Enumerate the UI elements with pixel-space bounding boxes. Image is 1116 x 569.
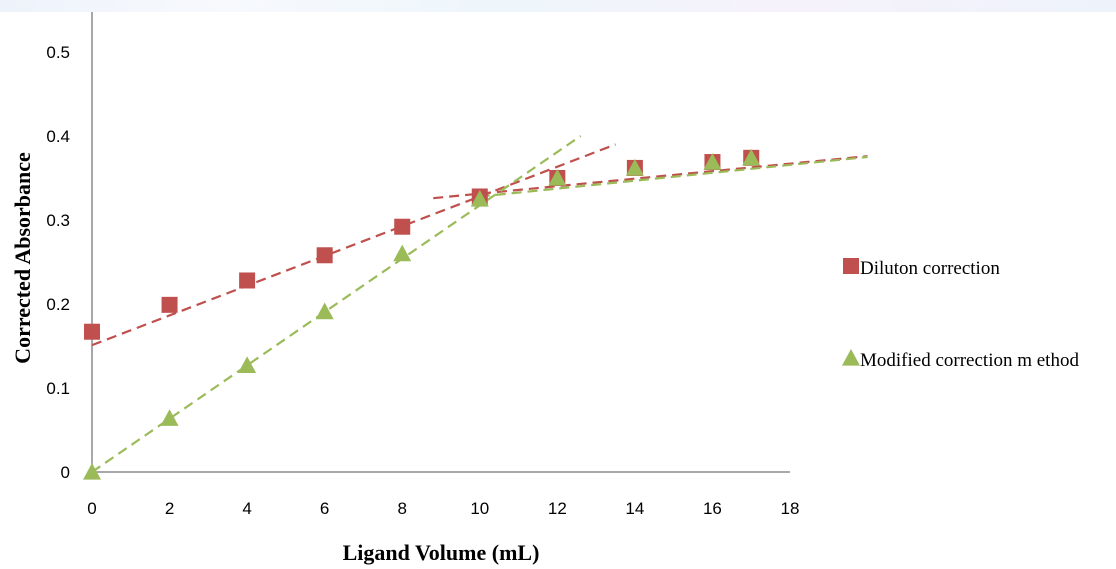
modified-point: [238, 356, 257, 373]
y-tick-label: 0.1: [46, 379, 70, 398]
legend-marker: [843, 258, 859, 274]
x-tick-label: 14: [625, 499, 644, 518]
legend-marker: [842, 349, 860, 366]
trend-line: [433, 155, 868, 200]
dilution-point: [239, 272, 256, 289]
y-tick-label: 0.4: [46, 127, 70, 146]
modified-point: [742, 148, 761, 166]
y-axis-title: Corrected Absorbance: [10, 152, 35, 364]
x-axis-title: Ligand Volume (mL): [343, 540, 540, 565]
x-tick-label: 6: [320, 499, 329, 518]
x-tick-label: 10: [470, 499, 489, 518]
top-background-band: [0, 0, 1116, 12]
y-tick-label: 0: [61, 463, 70, 482]
modified-point: [703, 153, 722, 170]
y-tick-label: 0.2: [46, 295, 70, 314]
trend-line: [479, 155, 868, 198]
modified-point: [625, 158, 644, 176]
y-tick-label: 0.3: [46, 211, 70, 230]
y-tick-label: 0.5: [46, 43, 70, 62]
axes: [91, 12, 790, 473]
x-tick-label: 12: [548, 499, 567, 518]
x-tick-label: 2: [165, 499, 174, 518]
x-tick-label: 18: [781, 499, 800, 518]
trend-line: [92, 135, 582, 472]
dilution-point: [161, 296, 178, 313]
x-tick-label: 16: [703, 499, 722, 518]
modified-point: [548, 169, 567, 186]
dilution-point: [394, 218, 411, 235]
modified-point: [470, 190, 489, 207]
x-tick-label: 4: [242, 499, 251, 518]
trend-lines: [92, 135, 868, 472]
tick-labels: 0 2 4 6 8 10 12 14 16 18 0 0.1 0.2 0.3 0.4 0.5: [46, 43, 799, 518]
modified-point: [393, 244, 412, 262]
legend: Diluton correction Modified correction m …: [842, 258, 1079, 371]
data-points: [83, 148, 761, 480]
dilution-point: [84, 323, 100, 340]
dilution-point: [316, 247, 333, 264]
modified-point: [315, 302, 334, 320]
x-tick-label: 0: [87, 499, 96, 518]
modified-point: [83, 463, 101, 480]
x-tick-label: 8: [397, 499, 406, 518]
legend-label: Modified correction m ethod: [860, 350, 1079, 371]
legend-label: Diluton correction: [860, 258, 1000, 279]
trend-line: [92, 143, 616, 347]
modified-point: [160, 409, 179, 426]
